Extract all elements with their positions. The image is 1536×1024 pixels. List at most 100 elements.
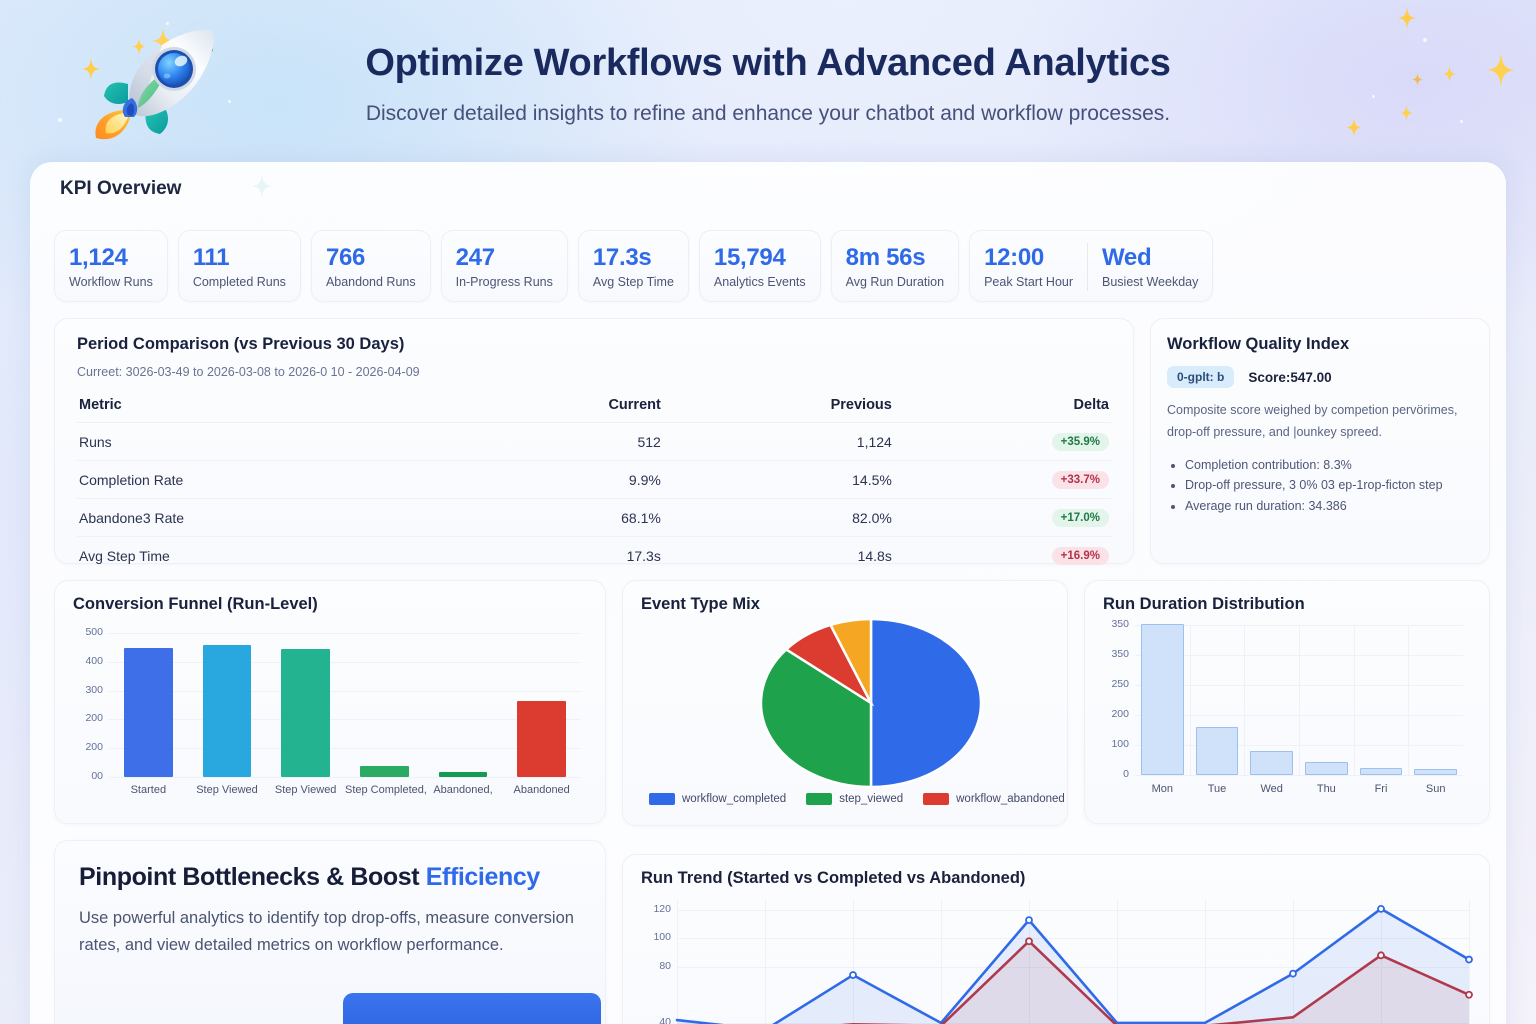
metric-name: Abandone3 Rate xyxy=(77,498,464,537)
kpi-label: Analytics Events xyxy=(713,274,806,289)
gridline xyxy=(1244,625,1246,775)
event-type-mix-legend: workflow_completed step_viewed workflow_… xyxy=(649,793,1065,805)
kpi-label: Workflow Runs xyxy=(69,274,153,289)
table-row: Runs 512 1,124 +35.9% xyxy=(77,422,1111,461)
trend-point xyxy=(1465,990,1473,999)
legend-swatch xyxy=(649,793,675,805)
quality-bullet: Completion contribution: 8.3% xyxy=(1185,455,1473,475)
y-axis-tick: 350 xyxy=(1111,648,1129,660)
legend-label: workflow_completed xyxy=(682,793,787,805)
legend-swatch xyxy=(806,793,833,805)
gridline xyxy=(109,719,581,721)
quality-score-value: 547.00 xyxy=(1290,369,1332,385)
period-comparison-table: Metric Current Previous Delta Runs 512 1,12… xyxy=(77,391,1111,574)
gridline xyxy=(1189,625,1191,775)
page-subtitle: Discover detailed insights to refine and… xyxy=(365,102,1171,125)
trend-point xyxy=(1289,969,1297,978)
kpi-label: Avg Step Time xyxy=(592,274,674,289)
trend-point xyxy=(1465,955,1473,964)
gridline xyxy=(1299,625,1300,775)
quality-grade-badge: 0-gplt: b xyxy=(1167,366,1235,388)
kpi-cell: 17.3s Avg Step Time xyxy=(592,244,674,289)
gridline xyxy=(1135,775,1463,776)
run-duration-title: Run Duration Distribution xyxy=(1103,595,1305,613)
y-axis-tick: 250 xyxy=(1111,678,1129,690)
kpi-card[interactable]: 247 In-Progress Runs xyxy=(440,230,568,302)
rocket-illustration-icon xyxy=(62,16,252,158)
delta-badge: +35.9% xyxy=(1051,433,1109,451)
gridline xyxy=(109,661,581,663)
promo-card: Pinpoint Bottlenecks & Boost Efficiency … xyxy=(54,840,606,1024)
kpi-label: Abandond Runs xyxy=(325,274,416,289)
gridline xyxy=(677,899,678,1024)
pie-slice xyxy=(759,647,873,789)
metric-name: Completion Rate xyxy=(77,460,464,499)
promo-heading-main: Pinpoint Bottlenecks & Boost xyxy=(79,863,426,891)
duration-bar xyxy=(1250,751,1293,775)
kpi-label: Peak Start Hour xyxy=(984,274,1074,289)
legend-label: step_viewed xyxy=(839,793,904,805)
kpi-cell: 1,124 Workflow Runs xyxy=(69,244,153,289)
trend-point xyxy=(1377,951,1385,960)
gridline xyxy=(677,1022,1469,1024)
gridline xyxy=(677,938,1469,940)
metric-delta: +35.9% xyxy=(893,422,1111,461)
gridline xyxy=(1117,899,1118,1024)
gridline xyxy=(941,899,942,1024)
metric-current: 68.1% xyxy=(463,498,663,537)
trend-svg xyxy=(675,904,1473,1024)
kpi-value: 247 xyxy=(455,244,495,272)
gridline xyxy=(1381,899,1382,1024)
quality-bullet-list: Completion contribution: 8.3%Drop-off pr… xyxy=(1185,455,1473,516)
kpi-card[interactable]: 15,794 Analytics Events xyxy=(698,230,821,302)
kpi-section-title: KPI Overview xyxy=(60,178,182,199)
column-header: Delta xyxy=(1073,397,1109,413)
pie-slice xyxy=(828,617,873,704)
x-axis-tick: Step Viewed xyxy=(274,784,337,796)
gridline xyxy=(1293,899,1294,1024)
gridline xyxy=(1029,899,1030,1024)
page-title: Optimize Workflows with Advanced Analyti… xyxy=(365,42,1171,84)
column-header: Metric xyxy=(79,397,122,413)
metric-delta: +33.7% xyxy=(893,460,1111,499)
trend-point xyxy=(849,971,857,979)
trend-point xyxy=(1377,904,1385,913)
sparkle-icon xyxy=(252,174,272,203)
y-axis-tick: 80 xyxy=(659,959,671,972)
quality-score: Score:547.00 xyxy=(1248,370,1331,385)
duration-bar xyxy=(1359,768,1403,775)
kpi-label: Busiest Weekday xyxy=(1102,274,1199,289)
y-axis-tick: 200 xyxy=(85,712,103,725)
kpi-cell: 111 Completed Runs xyxy=(193,244,286,289)
duration-bar xyxy=(1195,726,1239,775)
y-axis-tick: 350 xyxy=(1111,618,1129,630)
kpi-cell: 15,794 Analytics Events xyxy=(713,244,806,289)
kpi-value: 15,794 xyxy=(713,244,786,272)
x-axis-tick: Tue xyxy=(1207,783,1227,795)
promo-body: Use powerful analytics to identify top d… xyxy=(79,909,574,954)
x-axis-tick: Started xyxy=(130,784,167,796)
y-axis-tick: 0 xyxy=(1123,768,1129,780)
promo-heading-accent: Efficiency xyxy=(425,863,541,891)
kpi-card[interactable]: 12:00 Peak Start Hour Wed Busiest Weekda… xyxy=(969,230,1214,302)
delta-badge: +16.9% xyxy=(1051,547,1109,565)
metric-name: Avg Step Time xyxy=(77,536,464,574)
gridline xyxy=(109,777,581,778)
quality-description: Composite score weighed by competion per… xyxy=(1167,403,1458,439)
run-trend-card: Run Trend (Started vs Completed vs Aband… xyxy=(622,854,1490,1024)
kpi-card[interactable]: 1,124 Workflow Runs xyxy=(54,230,168,302)
kpi-card[interactable]: 8m 56s Avg Run Duration xyxy=(830,230,960,302)
x-axis-tick: Abandoned xyxy=(513,784,570,796)
gridline xyxy=(1205,899,1206,1024)
promo-cta-button[interactable] xyxy=(343,993,601,1024)
metric-current: 17.3s xyxy=(463,536,663,574)
trend-point xyxy=(1025,937,1033,946)
legend-label: workflow_abandoned xyxy=(956,793,1065,805)
conversion-funnel-plot: 500 400 300 200 200 00 Started Step Viewed Step … xyxy=(73,625,589,805)
table-header-row: Metric Current Previous Delta xyxy=(77,391,1111,423)
kpi-card[interactable]: 17.3s Avg Step Time xyxy=(577,230,689,302)
metric-name: Runs xyxy=(77,422,464,461)
kpi-card[interactable]: 111 Completed Runs xyxy=(177,230,301,302)
kpi-card[interactable]: 766 Abandond Runs xyxy=(310,230,431,302)
y-axis-tick: 120 xyxy=(653,903,671,916)
